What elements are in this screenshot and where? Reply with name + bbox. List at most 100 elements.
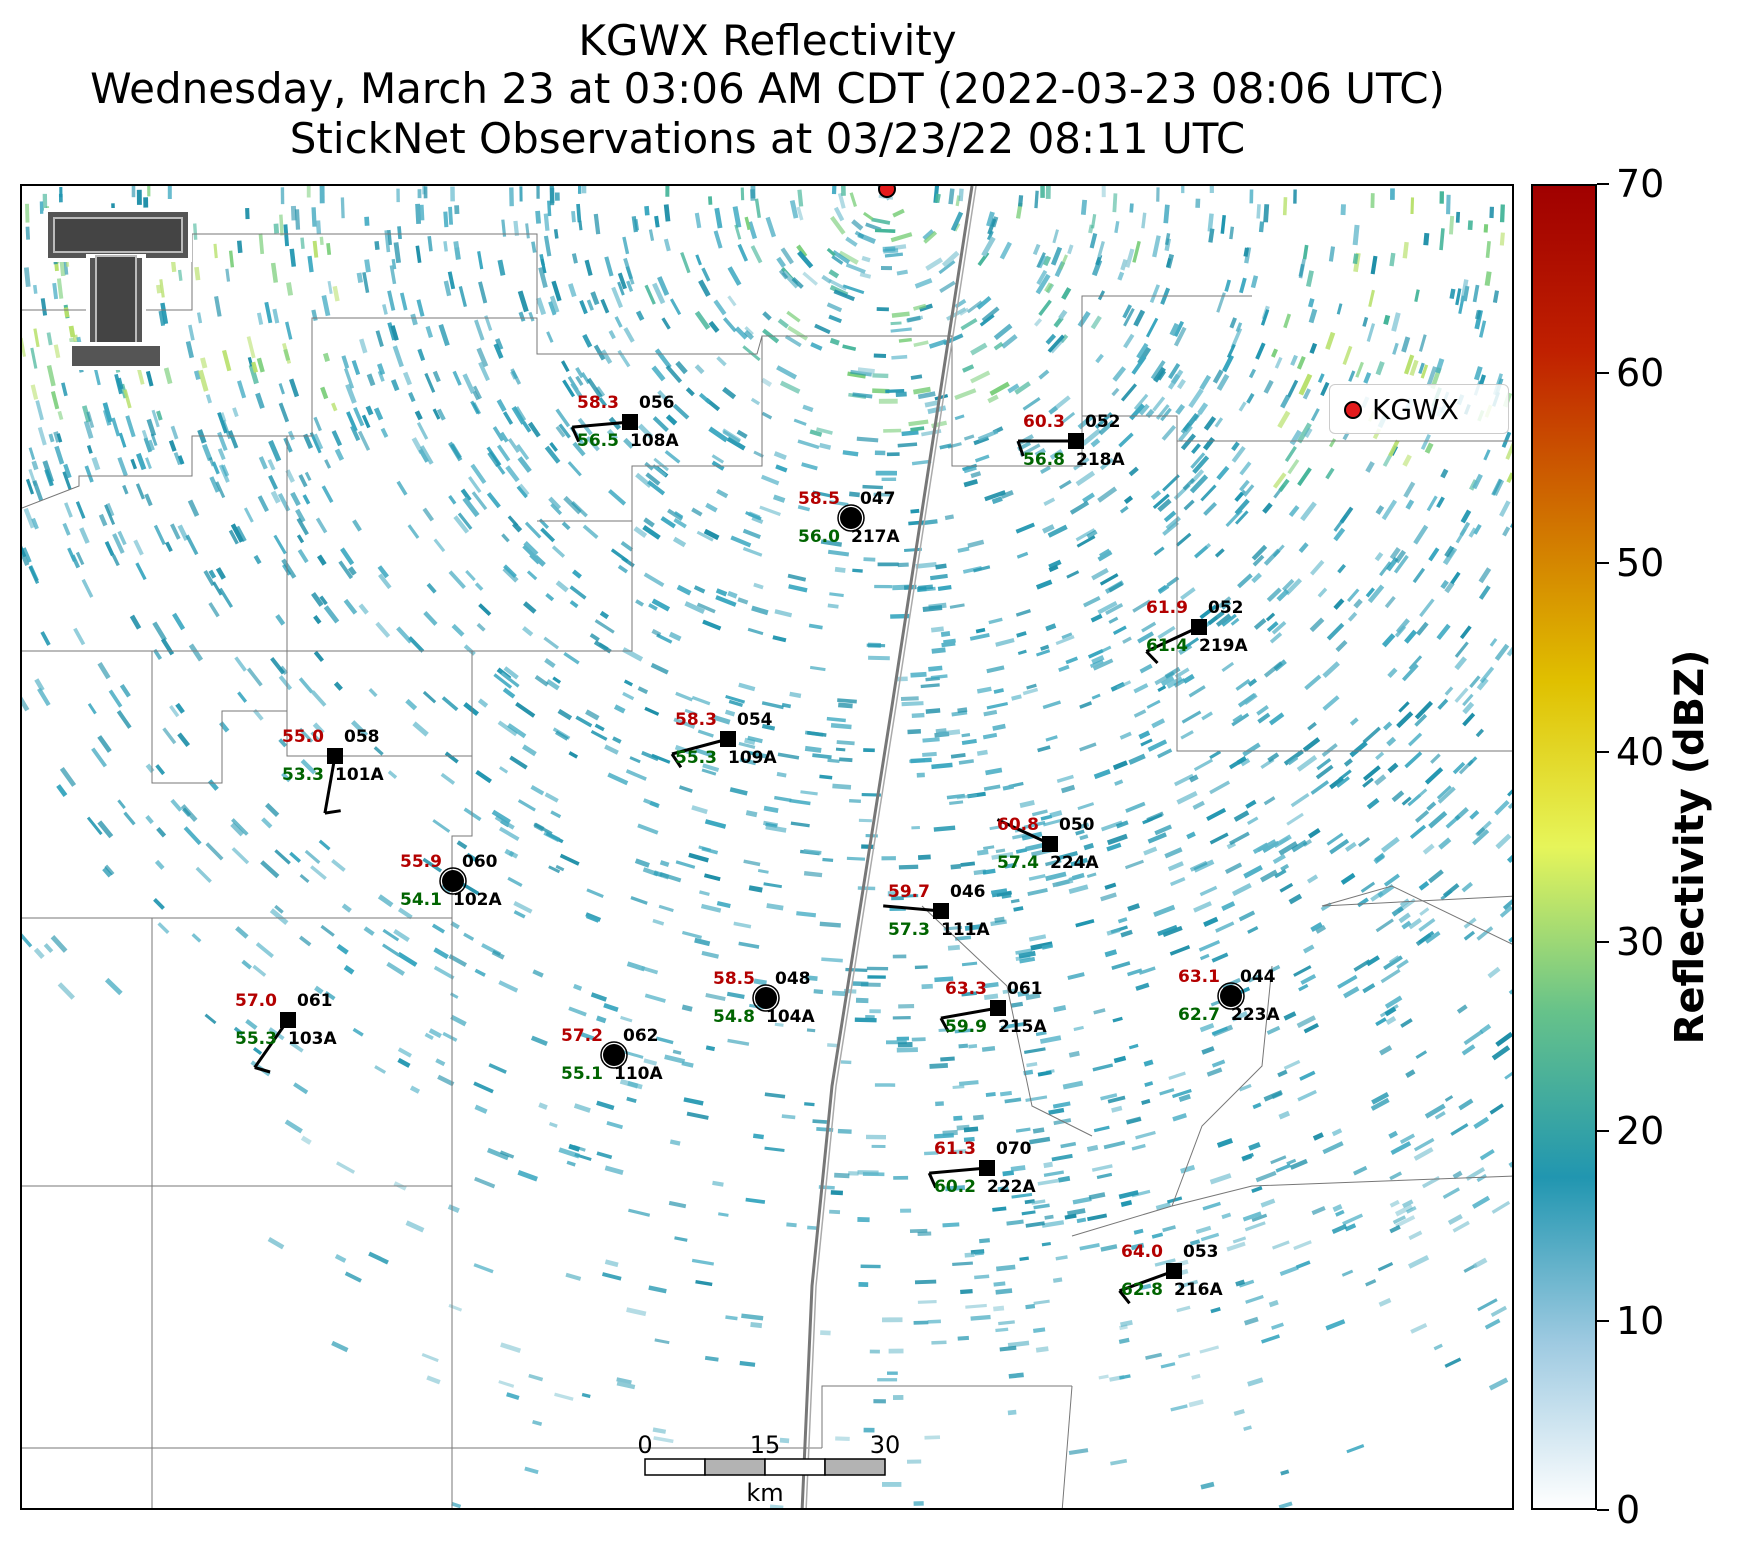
- radar-map[interactable]: 58.3 056 56.5 108A 60.3 052 56.8 218A 58.5 047 56.…: [20, 184, 1514, 1510]
- echo-gate: [991, 851, 1014, 860]
- echo-gate: [563, 495, 582, 515]
- echo-gate: [1026, 1061, 1038, 1068]
- station-id: 110A: [614, 1064, 663, 1084]
- echo-gate: [1310, 408, 1320, 422]
- echo-gate: [1229, 317, 1237, 329]
- echo-gate: [1193, 901, 1212, 913]
- echo-gate: [1365, 1279, 1377, 1287]
- echo-gate: [708, 426, 729, 443]
- echo-gate: [977, 429, 999, 442]
- echo-gate: [600, 349, 613, 365]
- echo-gate: [28, 447, 36, 460]
- echo-gate: [1504, 1071, 1512, 1080]
- echo-gate: [1317, 373, 1325, 383]
- echo-gate: [803, 871, 823, 878]
- echo-gate: [774, 1022, 784, 1027]
- echo-gate: [365, 405, 374, 416]
- echo-gate: [1190, 452, 1206, 469]
- echo-gate: [937, 584, 952, 592]
- echo-gate: [1416, 621, 1429, 636]
- echo-gate: [30, 347, 38, 369]
- echo-gate: [857, 367, 875, 374]
- echo-gate: [961, 961, 978, 967]
- echo-gate: [168, 439, 177, 452]
- echo-gate: [810, 342, 823, 351]
- station-direction: 060: [462, 852, 498, 872]
- echo-gate: [616, 1381, 636, 1390]
- echo-gate: [954, 298, 967, 309]
- echo-gate: [1252, 1102, 1262, 1110]
- echo-gate: [1035, 1030, 1047, 1037]
- echo-gate: [1408, 732, 1423, 747]
- echo-gate: [750, 397, 761, 406]
- echo-gate: [928, 339, 947, 349]
- echo-gate: [1042, 700, 1062, 710]
- echo-gate: [343, 965, 355, 975]
- echo-gate: [136, 189, 142, 205]
- echo-gate: [1122, 304, 1132, 319]
- echo-gate: [665, 414, 678, 426]
- echo-gate: [965, 1303, 987, 1309]
- echo-gate: [1502, 897, 1512, 911]
- echo-gate: [1090, 214, 1097, 229]
- echo-gate: [104, 540, 115, 557]
- echo-gate: [1208, 228, 1215, 243]
- kgwx-radar-marker[interactable]: [878, 186, 896, 198]
- county-line: [22, 436, 288, 652]
- echo-gate: [1112, 760, 1128, 771]
- echo-gate: [652, 416, 669, 432]
- echo-gate: [1048, 559, 1062, 570]
- echo-gate: [1298, 258, 1306, 279]
- echo-gate: [1113, 1055, 1127, 1064]
- echo-gate: [1499, 232, 1505, 246]
- echo-gate: [1310, 780, 1330, 795]
- county-line: [1061, 1385, 1073, 1508]
- echo-gate: [1414, 809, 1430, 823]
- echo-gate: [1203, 416, 1217, 431]
- echo-gate: [231, 847, 250, 865]
- echo-gate: [772, 635, 787, 643]
- echo-gate: [1410, 197, 1415, 215]
- echo-gate: [1215, 613, 1232, 627]
- echo-gate: [697, 729, 714, 738]
- echo-gate: [97, 735, 112, 753]
- echo-gate: [1042, 818, 1063, 827]
- echo-gate: [630, 896, 648, 905]
- echo-gate: [1050, 338, 1065, 354]
- echo-gate: [1199, 885, 1218, 897]
- echo-gate: [1128, 1043, 1139, 1050]
- echo-gate: [1242, 1152, 1254, 1161]
- echo-gate: [1246, 393, 1255, 404]
- echo-gate: [1251, 1185, 1263, 1194]
- echo-gate: [234, 656, 247, 672]
- echo-gate: [586, 299, 594, 311]
- echo-gate: [917, 391, 936, 400]
- echo-gate: [397, 226, 402, 240]
- echo-gate: [522, 626, 534, 637]
- echo-gate: [256, 357, 265, 373]
- echo-gate: [68, 325, 76, 338]
- echo-gate: [763, 805, 779, 813]
- echo-gate: [1130, 1242, 1145, 1251]
- echo-gate: [507, 438, 520, 454]
- station-dewpoint: 54.1: [400, 890, 442, 910]
- echo-gate: [1118, 1190, 1139, 1200]
- echo-gate: [1283, 749, 1304, 766]
- echo-gate: [1333, 527, 1346, 542]
